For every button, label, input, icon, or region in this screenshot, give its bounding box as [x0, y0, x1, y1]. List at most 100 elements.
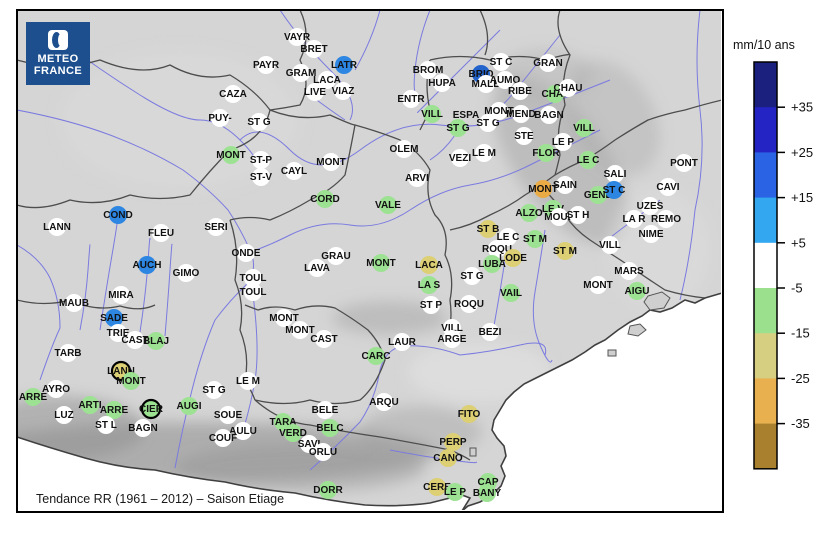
station-label: PAYR	[253, 60, 280, 71]
station-label: CAP	[477, 477, 498, 488]
station-marker	[642, 225, 660, 243]
station-label: SERI	[204, 222, 228, 233]
station-label: ST-P	[250, 155, 273, 166]
station-marker	[372, 254, 390, 272]
station-label: COUF	[209, 433, 237, 444]
station-marker	[234, 422, 252, 440]
station-label: ST G	[460, 271, 484, 282]
spain-area	[18, 436, 472, 510]
station-label: BELE	[312, 405, 339, 416]
station-label: CERE	[423, 482, 451, 493]
station-marker	[140, 398, 162, 420]
legend-segment	[754, 107, 777, 153]
station-marker	[65, 294, 83, 312]
station-marker	[475, 144, 493, 162]
station-marker	[625, 210, 643, 228]
station-marker	[554, 133, 572, 151]
station-label: BLAJ	[143, 336, 169, 347]
station-label: LACA	[313, 75, 341, 86]
station-marker	[48, 218, 66, 236]
station-marker	[335, 56, 353, 74]
station-marker	[526, 230, 544, 248]
station-label: MONT	[316, 157, 345, 168]
station-marker	[224, 85, 242, 103]
station-marker	[589, 276, 607, 294]
station-marker	[449, 119, 467, 137]
station-marker	[641, 197, 659, 215]
station-label: ST B	[477, 224, 500, 235]
meteo-france-logo-icon	[48, 30, 68, 50]
station-label: VERD	[279, 428, 307, 439]
station-label: MONT	[583, 280, 612, 291]
station-label: MONT	[285, 325, 314, 336]
station-label: GRAN	[533, 58, 562, 69]
station-label: LE P	[444, 487, 467, 498]
legend-segment	[754, 152, 777, 199]
station-marker	[207, 218, 225, 236]
station-marker	[334, 82, 352, 100]
station-label: RIBE	[508, 86, 532, 97]
station-marker	[291, 321, 309, 339]
station-label: MOUL	[544, 212, 573, 223]
map-caption: Tendance RR (1961 – 2012) – Saison Etiag…	[36, 492, 285, 506]
station-marker	[502, 284, 520, 302]
station-marker	[628, 282, 646, 300]
station-label: GIMO	[173, 268, 200, 279]
station-label: MONT	[216, 150, 245, 161]
station-marker	[569, 206, 587, 224]
station-marker	[105, 309, 123, 327]
station-label: ONDE	[232, 248, 261, 259]
station-marker	[285, 162, 303, 180]
station-label: LE C	[497, 232, 520, 243]
station-label: CIER	[139, 404, 164, 415]
station-marker	[126, 331, 144, 349]
station-label: SAVI	[298, 439, 321, 450]
station-label: ROQU	[454, 299, 484, 310]
station-marker	[589, 186, 607, 204]
station-marker	[479, 114, 497, 132]
map-land	[18, 11, 721, 510]
station-label: FLEU	[148, 228, 174, 239]
station-label: ARRE	[100, 405, 129, 416]
meteo-france-logo: METEO FRANCE	[26, 22, 90, 85]
station-marker	[540, 106, 558, 124]
sea-area	[461, 292, 721, 510]
station-label: LA R	[623, 214, 647, 225]
station-label: LAUR	[388, 337, 417, 348]
station-label: ESPA	[453, 110, 480, 121]
station-label: CAST	[121, 335, 148, 346]
station-marker	[520, 204, 538, 222]
station-label: PUY-	[208, 113, 231, 124]
station-marker	[420, 256, 438, 274]
station-marker	[460, 295, 478, 313]
station-label: CANO	[433, 453, 463, 464]
station-label: ARVI	[405, 173, 429, 184]
station-label: TARA	[269, 417, 296, 428]
station-marker	[492, 53, 510, 71]
station-label: BRIO	[469, 69, 494, 80]
legend-segment	[754, 423, 777, 470]
station-marker	[605, 181, 623, 199]
station-label: LA S	[418, 280, 441, 291]
station-marker	[244, 283, 262, 301]
station-marker	[305, 40, 323, 58]
station-marker	[138, 256, 156, 274]
legend-tick-label: +25	[791, 145, 813, 160]
station-label: GENE	[584, 190, 613, 201]
station-marker	[550, 208, 568, 226]
station-label: VIAZ	[332, 86, 355, 97]
station-marker	[402, 90, 420, 108]
station-label: BRET	[300, 44, 327, 55]
station-label: BAGN	[534, 110, 563, 121]
station-marker	[252, 168, 270, 186]
station-label: SALI	[604, 169, 627, 180]
legend-tick-label: -15	[791, 326, 810, 341]
station-marker	[515, 127, 533, 145]
station-label: LIVE	[304, 87, 327, 98]
station-label: ARRE	[19, 392, 48, 403]
station-marker	[321, 419, 339, 437]
station-marker	[244, 269, 262, 287]
station-marker	[446, 483, 464, 501]
station-label: LE M	[236, 376, 260, 387]
station-label: ARGE	[438, 334, 467, 345]
